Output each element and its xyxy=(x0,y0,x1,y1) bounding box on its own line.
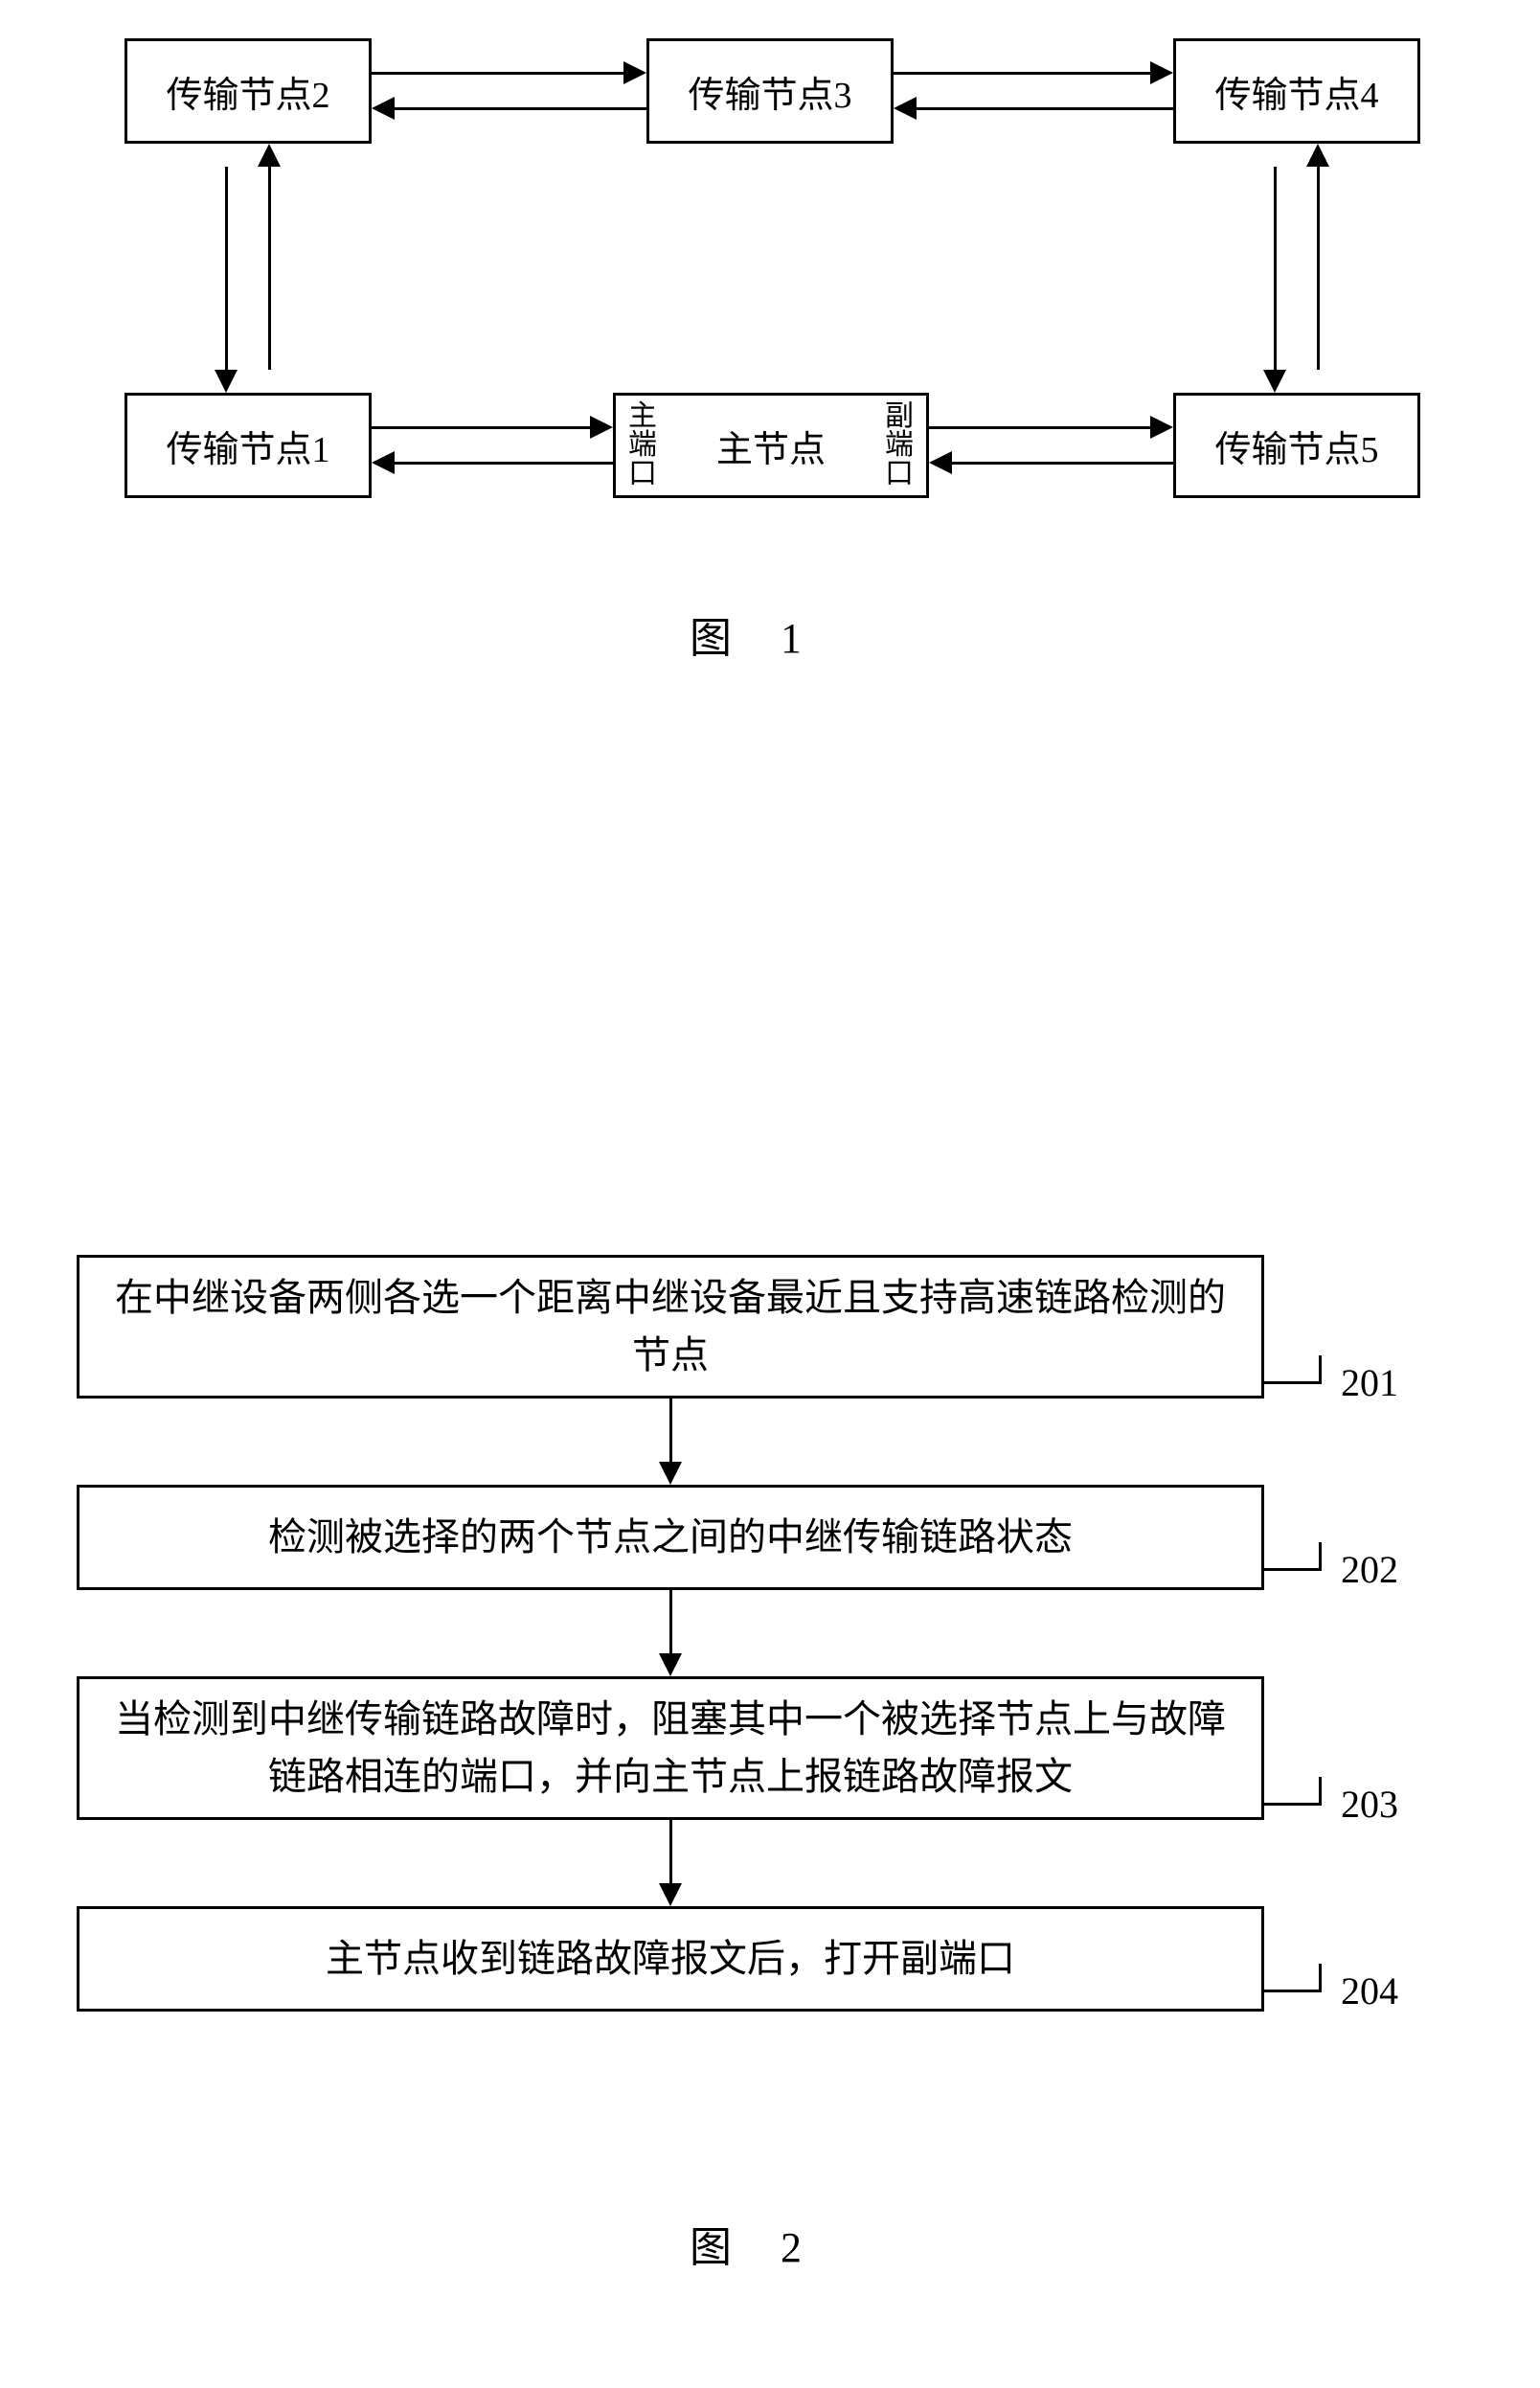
step-202-box: 检测被选择的两个节点之间的中继传输链路状态 xyxy=(77,1485,1264,1590)
conn-201-202 xyxy=(669,1399,672,1462)
node-1: 传输节点1 xyxy=(125,393,372,498)
bracket-203 xyxy=(1264,1777,1322,1806)
figure-1-label: 图 1 xyxy=(690,603,821,665)
arrow-n2-n3-top xyxy=(372,72,623,75)
bracket-201 xyxy=(1264,1355,1322,1384)
step-202-text: 检测被选择的两个节点之间的中继传输链路状态 xyxy=(268,1509,1073,1566)
figure-1: 传输节点2 传输节点3 传输节点4 传输节点1 主 端 口 主节点 副 端 口 … xyxy=(125,38,1417,613)
master-node: 主 端 口 主节点 副 端 口 xyxy=(613,393,929,498)
arrow-n5-n4-right xyxy=(1317,167,1320,370)
step-201-text: 在中继设备两侧各选一个距离中继设备最近且支持高速链路检测的节点 xyxy=(108,1269,1233,1384)
node-5-label: 传输节点5 xyxy=(1214,420,1378,472)
step-203-text: 当检测到中继传输链路故障时，阻塞其中一个被选择节点上与故障链路相连的端口，并向主… xyxy=(108,1691,1233,1806)
arrow-n1-master-top xyxy=(372,426,590,429)
step-204-num: 204 xyxy=(1341,1968,1398,2013)
node-3: 传输节点3 xyxy=(646,38,894,144)
node-4-label: 传输节点4 xyxy=(1214,65,1378,118)
arrow-201-202 xyxy=(659,1462,682,1485)
step-203-box: 当检测到中继传输链路故障时，阻塞其中一个被选择节点上与故障链路相连的端口，并向主… xyxy=(77,1676,1264,1820)
figure-2: 在中继设备两侧各选一个距离中继设备最近且支持高速链路检测的节点 201 检测被选… xyxy=(77,1255,1484,2308)
node-4: 传输节点4 xyxy=(1173,38,1420,144)
figure-2-label: 图 2 xyxy=(690,2213,821,2274)
arrow-n3-n2-bot xyxy=(395,107,646,110)
conn-202-203 xyxy=(669,1590,672,1653)
master-left-port: 主 xyxy=(628,402,657,431)
step-204-box: 主节点收到链路故障报文后，打开副端口 xyxy=(77,1906,1264,2012)
bracket-204 xyxy=(1264,1964,1322,1992)
arrow-202-203 xyxy=(659,1653,682,1676)
step-201-box: 在中继设备两侧各选一个距离中继设备最近且支持高速链路检测的节点 xyxy=(77,1255,1264,1399)
node-1-label: 传输节点1 xyxy=(166,420,329,472)
bracket-202 xyxy=(1264,1542,1322,1571)
step-202-num: 202 xyxy=(1341,1547,1398,1592)
arrow-n4-n5-left xyxy=(1274,167,1277,370)
node-2: 传输节点2 xyxy=(125,38,372,144)
arrow-n1-n2-right xyxy=(268,167,271,370)
step-204-text: 主节点收到链路故障报文后，打开副端口 xyxy=(326,1930,1015,1988)
arrow-n3-n4-top xyxy=(894,72,1150,75)
arrow-n5-master-bot xyxy=(952,462,1173,465)
arrow-master-n1-bot xyxy=(395,462,613,465)
master-right-port: 副 xyxy=(885,402,914,431)
step-203-num: 203 xyxy=(1341,1782,1398,1827)
arrow-n2-n1-left xyxy=(225,167,228,370)
node-5: 传输节点5 xyxy=(1173,393,1420,498)
step-201-num: 201 xyxy=(1341,1360,1398,1405)
arrow-203-204 xyxy=(659,1883,682,1906)
arrow-n4-n3-bot xyxy=(917,107,1173,110)
node-3-label: 传输节点3 xyxy=(688,65,851,118)
conn-203-204 xyxy=(669,1820,672,1883)
master-center-label: 主节点 xyxy=(664,420,878,472)
node-2-label: 传输节点2 xyxy=(166,65,329,118)
arrow-master-n5-top xyxy=(929,426,1150,429)
